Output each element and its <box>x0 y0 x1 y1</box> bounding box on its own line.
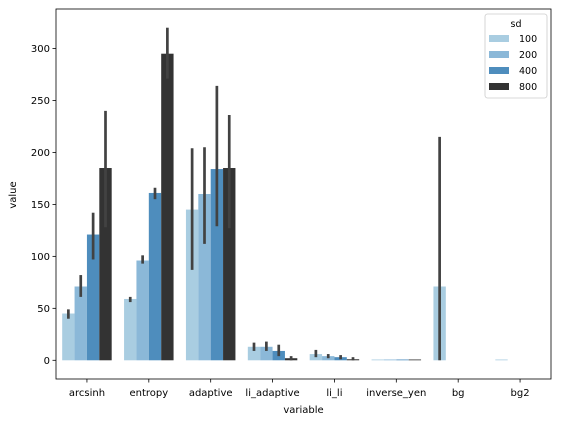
bar <box>322 356 335 361</box>
bar <box>383 359 397 361</box>
y-tick-label: 200 <box>31 148 50 159</box>
y-tick-label: 150 <box>31 200 50 211</box>
bar <box>74 286 87 361</box>
legend-label: 200 <box>519 50 537 61</box>
bar <box>86 234 100 361</box>
y-axis-label: value <box>8 181 19 208</box>
bar <box>161 53 174 361</box>
x-tick-label: li_adaptive <box>245 388 299 399</box>
legend: sd 100 200 400 800 <box>484 13 548 99</box>
bar <box>62 313 75 361</box>
y-tick-label: 0 <box>44 356 50 367</box>
bar <box>396 359 409 361</box>
y-tick-label: 300 <box>31 44 50 55</box>
bar <box>124 298 137 361</box>
y-tick-label: 250 <box>31 96 50 107</box>
legend-label: 100 <box>519 34 537 45</box>
legend-title: sd <box>511 19 522 30</box>
bar <box>185 209 199 361</box>
x-tick-label: arcsinh <box>69 388 105 399</box>
legend-swatch <box>489 67 509 74</box>
axes-frame <box>55 8 552 380</box>
bar <box>136 260 149 361</box>
bar <box>223 168 236 361</box>
x-tick-label: adaptive <box>189 388 233 399</box>
x-tick-label: li_li <box>326 388 342 399</box>
x-tick-label: bg2 <box>511 388 530 399</box>
bar <box>408 359 422 361</box>
legend-swatch <box>489 35 509 42</box>
y-tick-label: 100 <box>31 252 50 263</box>
y-tick-label: 50 <box>37 304 50 315</box>
legend-label: 400 <box>519 66 537 77</box>
bar <box>148 192 162 361</box>
legend-swatch <box>489 83 509 90</box>
bar <box>99 168 112 361</box>
bar <box>495 359 508 361</box>
x-tick-label: bg <box>452 388 465 399</box>
bar <box>260 346 273 361</box>
bar <box>198 194 211 361</box>
bar <box>247 346 261 361</box>
x-tick-label: entropy <box>129 388 168 399</box>
legend-swatch <box>489 51 509 58</box>
legend-label: 800 <box>519 82 537 93</box>
x-tick-label: inverse_yen <box>366 388 426 399</box>
bar <box>210 169 224 361</box>
bar <box>371 359 384 361</box>
x-axis-label: variable <box>283 405 323 416</box>
plot-area: 0 50 100 150 200 250 300 arcsinh entropy adaptive… <box>31 8 552 399</box>
